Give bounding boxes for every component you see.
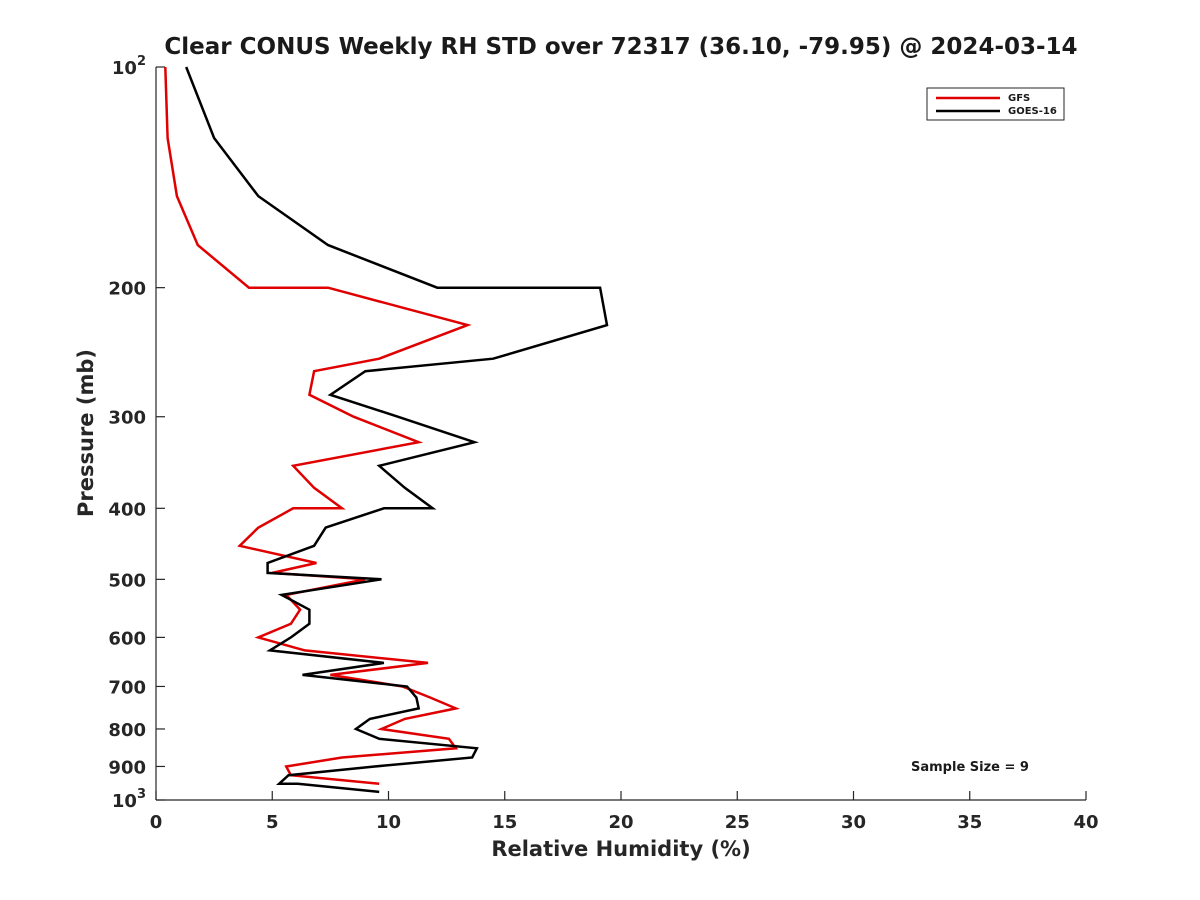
y-tick-label: 700 bbox=[108, 677, 146, 698]
y-tick-label-base: 10 bbox=[112, 791, 137, 812]
x-tick-label: 25 bbox=[725, 812, 750, 833]
x-tick-label: 20 bbox=[608, 812, 633, 833]
x-tick-label: 15 bbox=[492, 812, 517, 833]
y-tick-label-exponent: 2 bbox=[137, 54, 146, 69]
x-tick-label: 35 bbox=[957, 812, 982, 833]
y-tick-label: 400 bbox=[108, 499, 146, 520]
x-tick-label: 40 bbox=[1073, 812, 1098, 833]
x-tick-label: 30 bbox=[841, 812, 866, 833]
y-tick-label: 300 bbox=[108, 408, 146, 429]
y-tick-label: 600 bbox=[108, 628, 146, 649]
y-tick-label: 200 bbox=[108, 279, 146, 300]
y-axis-label: Pressure (mb) bbox=[74, 349, 98, 517]
sample-size-annotation: Sample Size = 9 bbox=[911, 760, 1029, 775]
y-tick-label: 900 bbox=[108, 757, 146, 778]
legend: GFS GOES-16 bbox=[926, 87, 1065, 121]
chart-title: Clear CONUS Weekly RH STD over 72317 (36… bbox=[164, 34, 1077, 60]
y-tick-label: 500 bbox=[108, 570, 146, 591]
plot-area bbox=[156, 67, 1086, 800]
legend-box bbox=[926, 87, 1065, 121]
y-tick-label: 800 bbox=[108, 720, 146, 741]
x-tick-label: 10 bbox=[376, 812, 401, 833]
y-tick-label-base: 10 bbox=[112, 58, 137, 79]
y-tick-label-exponent: 3 bbox=[137, 787, 146, 802]
series-layer bbox=[164, 66, 609, 794]
legend-label-goes-16: GOES-16 bbox=[1008, 106, 1057, 117]
x-tick-label: 5 bbox=[266, 812, 279, 833]
x-tick-label: 0 bbox=[150, 812, 163, 833]
x-axis-ticks: 0 5 10 15 20 25 30 35 40 bbox=[150, 791, 1099, 833]
y-tick-label: 102 bbox=[112, 54, 146, 79]
x-axis-label: Relative Humidity (%) bbox=[491, 837, 750, 861]
legend-label-gfs: GFS bbox=[1008, 93, 1030, 104]
y-tick-label: 103 bbox=[112, 787, 146, 812]
series-line-goes-16 bbox=[185, 66, 609, 794]
